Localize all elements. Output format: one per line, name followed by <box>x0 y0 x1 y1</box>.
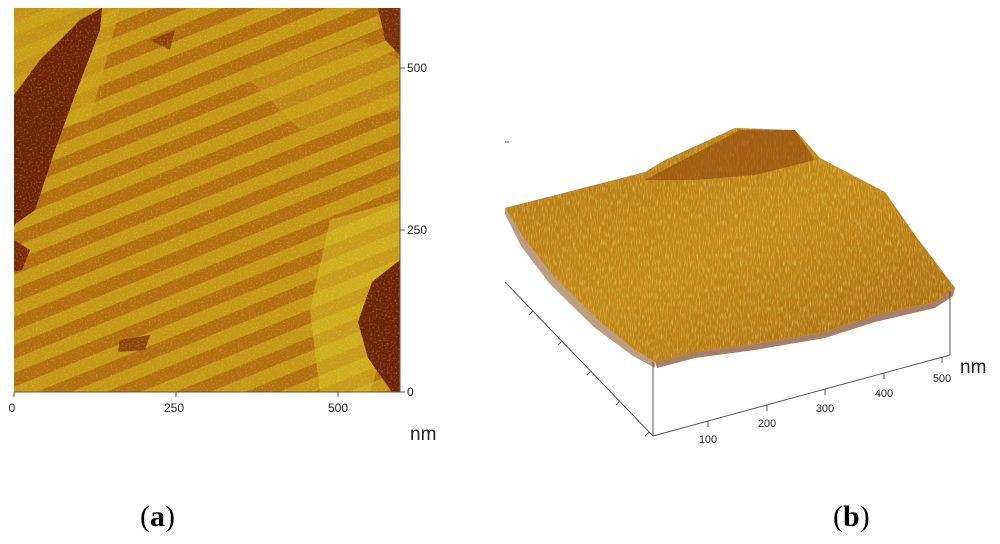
x-axis-unit: nm <box>960 357 986 378</box>
x-axis-unit: nm <box>410 424 436 445</box>
panel-a-caption: (a) <box>140 500 175 533</box>
afm-3d-surface-panel: 100 200 300 400 500 nm <box>504 128 986 446</box>
panel-b-caption: (b) <box>833 500 870 533</box>
x-tick-label: 0 <box>9 401 16 415</box>
x-tick-label: 300 <box>816 403 834 415</box>
x-tick-label: 400 <box>875 388 893 400</box>
x-tick-label: 500 <box>328 401 348 415</box>
x-tick-label: 100 <box>699 434 717 446</box>
y-tick-label: 0 <box>407 385 414 399</box>
afm-2d-image-panel: 500 250 0 0 250 500 nm <box>9 8 436 445</box>
x-tick-label: 200 <box>758 418 776 430</box>
afm-3d-surface <box>505 128 955 368</box>
plot-box-frame <box>504 281 951 437</box>
y-tick-label: 250 <box>407 223 427 237</box>
y-tick-label: 500 <box>407 61 427 75</box>
x-tick-label: 250 <box>164 401 184 415</box>
afm-2d-image <box>14 8 400 392</box>
x-tick-label: 500 <box>933 373 951 385</box>
